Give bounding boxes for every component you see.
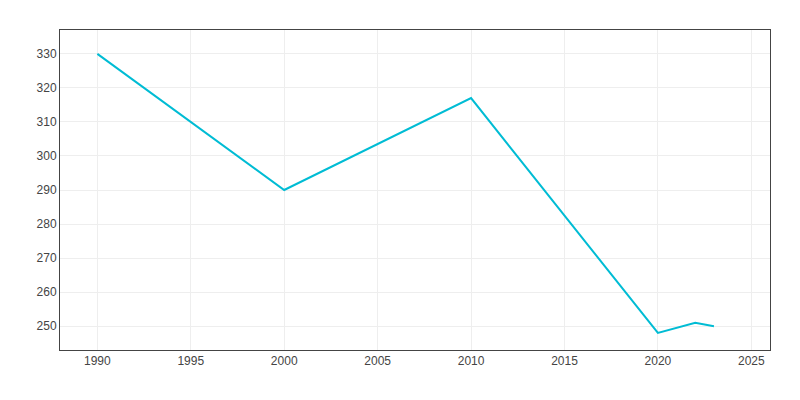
svg-text:2015: 2015	[551, 354, 578, 368]
svg-text:2005: 2005	[364, 354, 391, 368]
svg-text:330: 330	[37, 47, 57, 61]
svg-text:280: 280	[37, 217, 57, 231]
svg-text:300: 300	[37, 149, 57, 163]
svg-text:1995: 1995	[177, 354, 204, 368]
svg-text:2020: 2020	[645, 354, 672, 368]
svg-text:310: 310	[37, 115, 57, 129]
svg-text:250: 250	[37, 319, 57, 333]
svg-text:1990: 1990	[84, 354, 111, 368]
svg-text:270: 270	[37, 251, 57, 265]
svg-text:2010: 2010	[458, 354, 485, 368]
svg-text:320: 320	[37, 81, 57, 95]
svg-text:2025: 2025	[738, 354, 765, 368]
svg-text:290: 290	[37, 183, 57, 197]
svg-text:260: 260	[37, 285, 57, 299]
svg-text:2000: 2000	[271, 354, 298, 368]
